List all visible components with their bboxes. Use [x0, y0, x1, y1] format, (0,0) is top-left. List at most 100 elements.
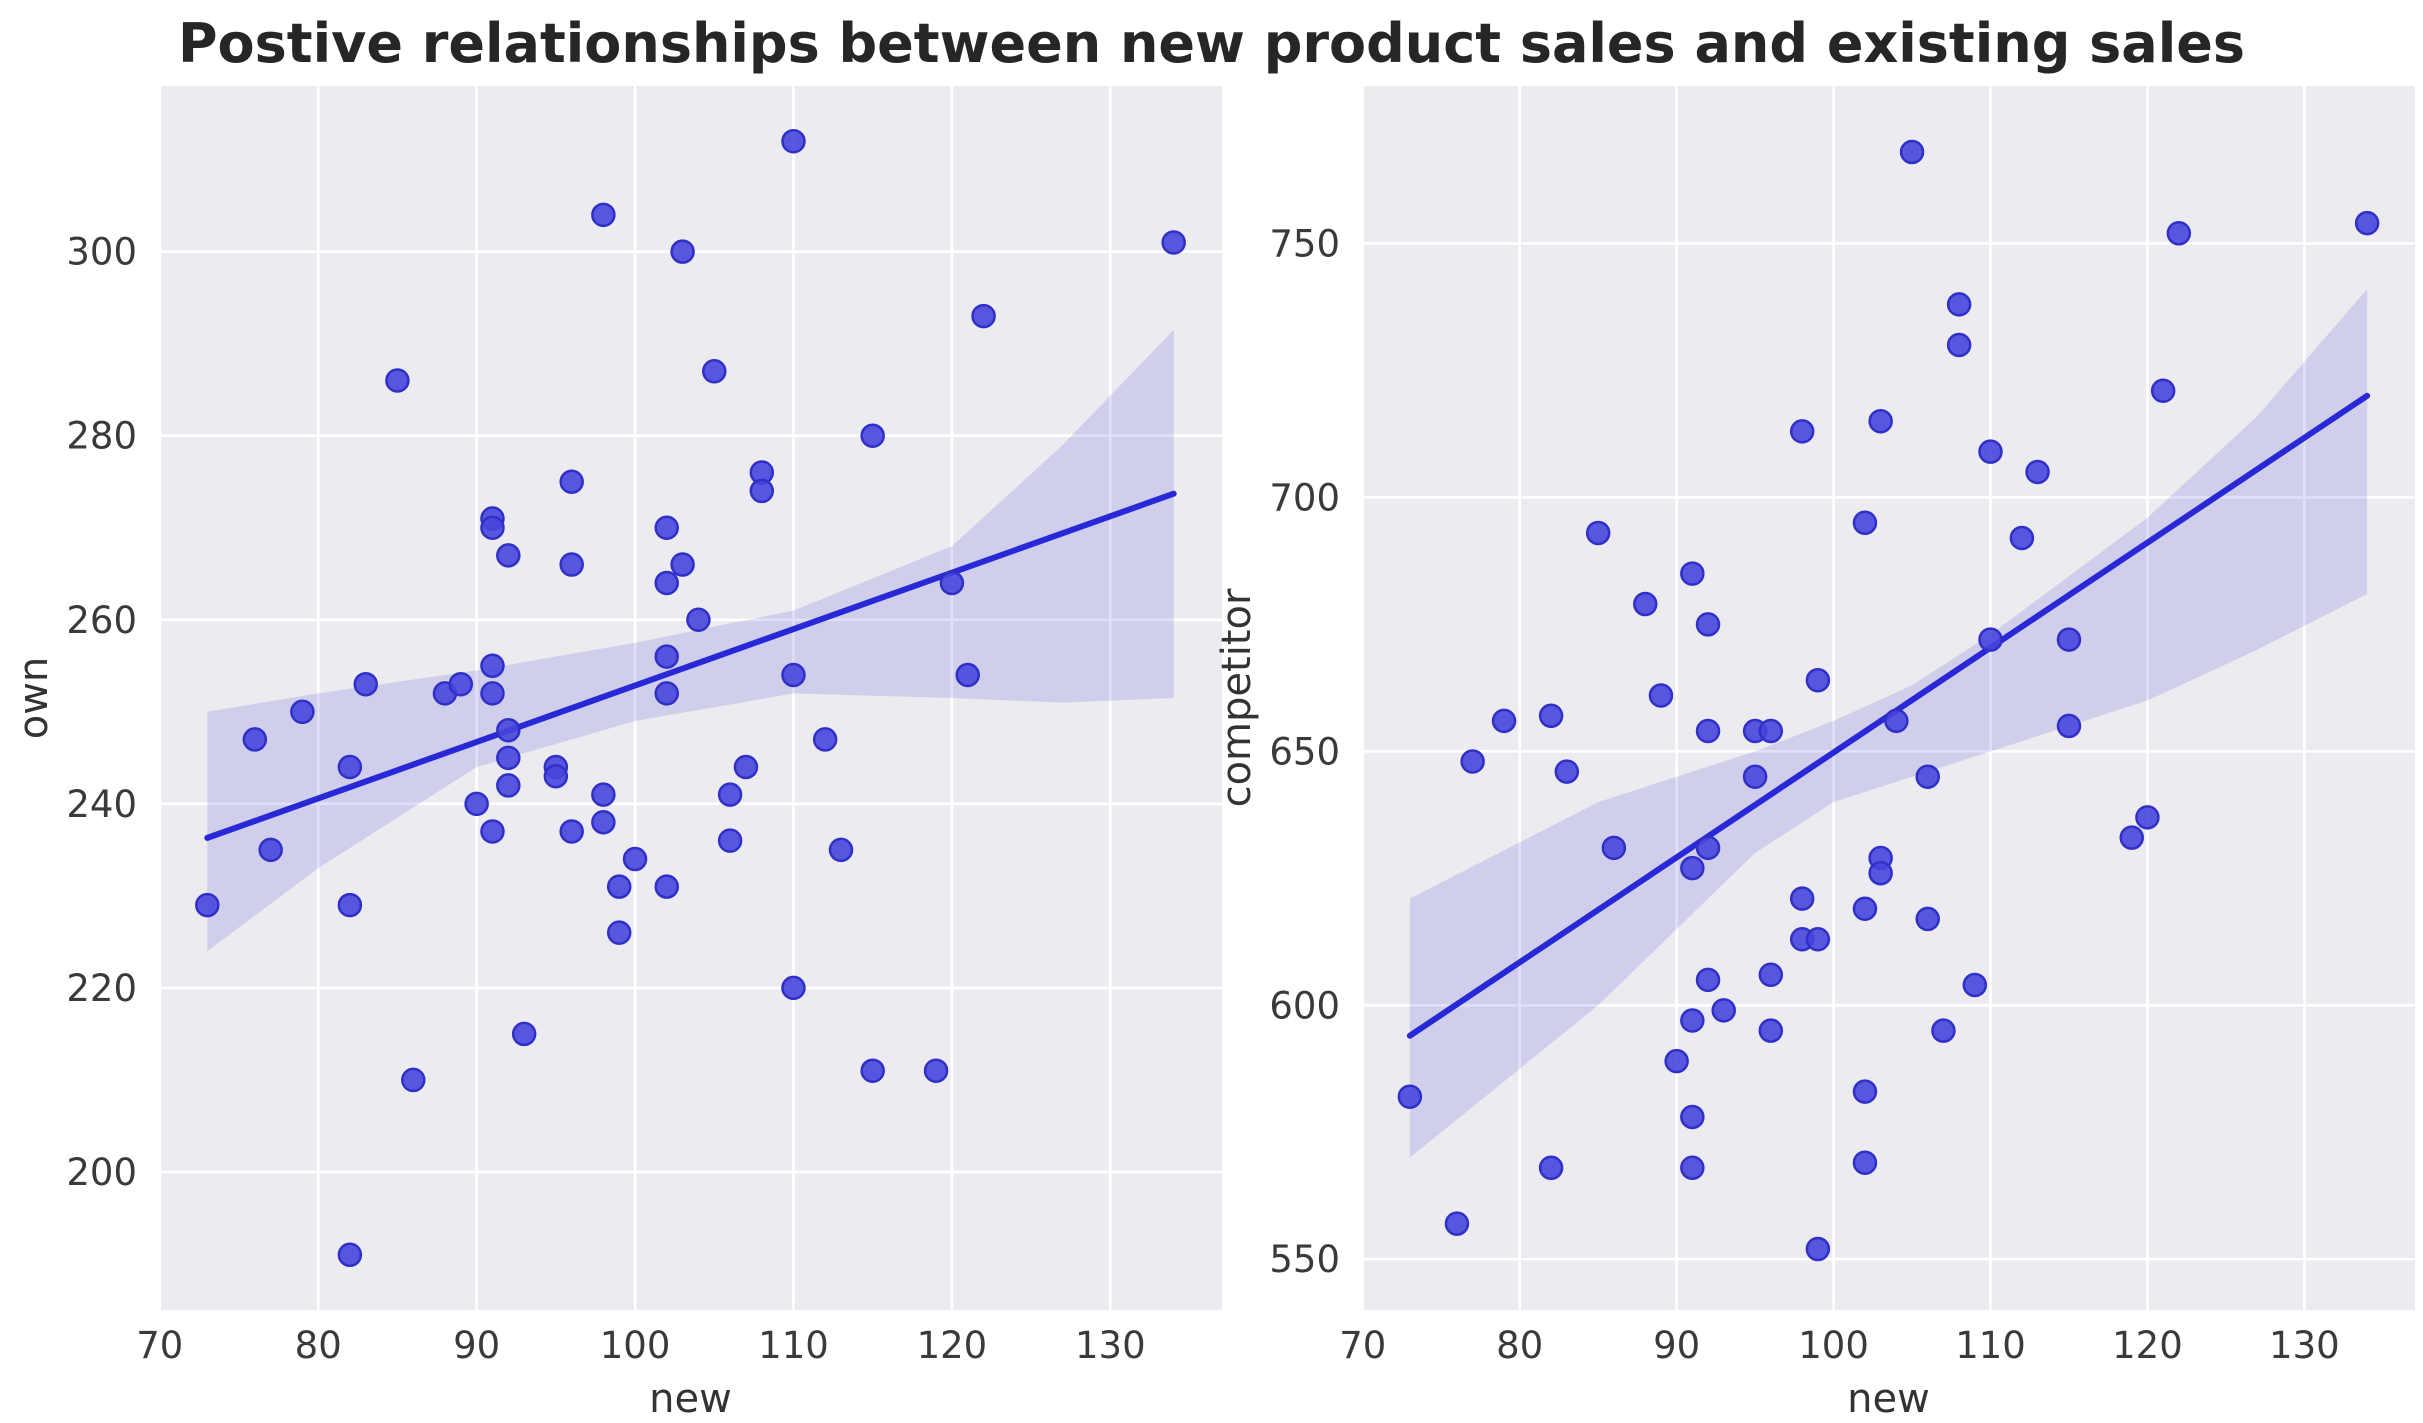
plot-background — [159, 86, 1222, 1310]
data-point — [1758, 962, 1784, 988]
data-point — [1789, 886, 1815, 911]
data-point — [2056, 627, 2082, 652]
data-point — [1852, 1150, 1878, 1175]
data-point — [1680, 1104, 1705, 1130]
data-point — [448, 671, 474, 697]
data-point — [1633, 591, 1658, 617]
data-point — [258, 837, 283, 863]
data-point — [1664, 1048, 1689, 1074]
data-point — [654, 515, 679, 540]
data-point — [670, 552, 695, 577]
data-point — [242, 727, 268, 752]
x-tick-label: 110 — [758, 1324, 829, 1367]
x-tick-label: 100 — [1798, 1324, 1869, 1367]
data-point — [559, 469, 584, 494]
data-point — [1444, 1211, 1470, 1236]
data-point — [401, 1067, 426, 1093]
x-tick-label: 100 — [600, 1324, 671, 1367]
data-point — [496, 773, 521, 798]
y-tick-label: 260 — [66, 599, 137, 642]
data-point — [654, 681, 679, 706]
data-point — [496, 717, 521, 743]
data-point — [1915, 906, 1940, 932]
data-point — [1962, 972, 1988, 998]
data-point — [828, 837, 854, 863]
x-tick-label: 90 — [1653, 1324, 1700, 1367]
data-point — [923, 1058, 949, 1083]
data-point — [1915, 764, 1940, 789]
data-point — [1852, 510, 1878, 536]
data-point — [511, 1021, 537, 1047]
data-point — [654, 644, 679, 669]
data-point — [606, 874, 632, 899]
data-point — [606, 920, 632, 945]
data-point — [2150, 378, 2176, 403]
data-point — [195, 892, 220, 918]
data-point — [1868, 860, 1893, 886]
regression-line — [204, 490, 1177, 841]
data-point — [591, 809, 616, 835]
data-point — [2135, 805, 2160, 830]
data-point — [1554, 759, 1580, 784]
data-point — [1648, 683, 1674, 708]
data-point — [1695, 612, 1721, 637]
x-tick-label: 120 — [917, 1324, 988, 1367]
data-point — [1695, 718, 1721, 744]
data-point — [1884, 708, 1909, 734]
data-point — [1758, 718, 1784, 744]
data-point — [717, 782, 743, 807]
data-point — [781, 662, 806, 688]
data-point — [812, 727, 838, 752]
data-point — [480, 819, 505, 844]
data-point — [2119, 825, 2144, 850]
data-point — [1711, 998, 1736, 1023]
figure-title: Postive relationships between new produc… — [177, 12, 2246, 75]
data-point — [1931, 1018, 1956, 1043]
x-axis-label: new — [649, 1376, 732, 1422]
data-point — [464, 791, 489, 817]
data-point — [1538, 703, 1564, 729]
data-point — [654, 570, 679, 596]
data-point — [781, 975, 806, 1001]
y-tick-label: 220 — [66, 967, 137, 1010]
data-point — [733, 754, 759, 780]
data-point — [480, 681, 505, 706]
data-point — [559, 552, 584, 577]
data-point — [686, 607, 711, 633]
right-panel: 70 80 90 100 110 120 130 550 600 650 700 750 new comp… — [1214, 86, 2415, 1422]
data-point — [559, 819, 584, 844]
data-point — [1680, 1008, 1705, 1033]
data-point — [1978, 627, 2003, 652]
confidence-band — [207, 329, 1174, 952]
data-point — [1978, 439, 2003, 464]
data-point — [591, 202, 616, 228]
y-tick-label: 750 — [1269, 222, 1340, 265]
data-point — [1852, 896, 1878, 922]
data-point — [2009, 525, 2035, 551]
data-point — [717, 828, 743, 853]
data-point — [290, 699, 315, 725]
data-point — [1805, 1236, 1831, 1262]
data-point — [702, 359, 727, 384]
data-point — [1852, 1079, 1878, 1104]
y-tick-label: 600 — [1269, 984, 1340, 1027]
y-tick-label: 300 — [66, 231, 137, 274]
data-point — [1946, 332, 1972, 358]
data-point — [1538, 1155, 1564, 1181]
data-point — [1758, 1018, 1784, 1043]
left-panel: 70 80 90 100 110 120 130 200 220 240 260 280 300 new o… — [11, 86, 1222, 1422]
data-point — [337, 1242, 363, 1268]
data-point — [1899, 139, 1925, 165]
data-point — [1695, 835, 1721, 861]
x-tick-label: 70 — [136, 1324, 183, 1367]
x-tick-label: 80 — [295, 1324, 342, 1367]
data-point — [353, 671, 378, 697]
data-point — [480, 515, 505, 540]
data-point — [2166, 221, 2192, 246]
data-point — [337, 754, 363, 780]
data-point — [1695, 967, 1721, 993]
data-point — [1946, 292, 1972, 317]
y-tick-label: 700 — [1269, 476, 1340, 519]
data-point — [480, 653, 505, 679]
